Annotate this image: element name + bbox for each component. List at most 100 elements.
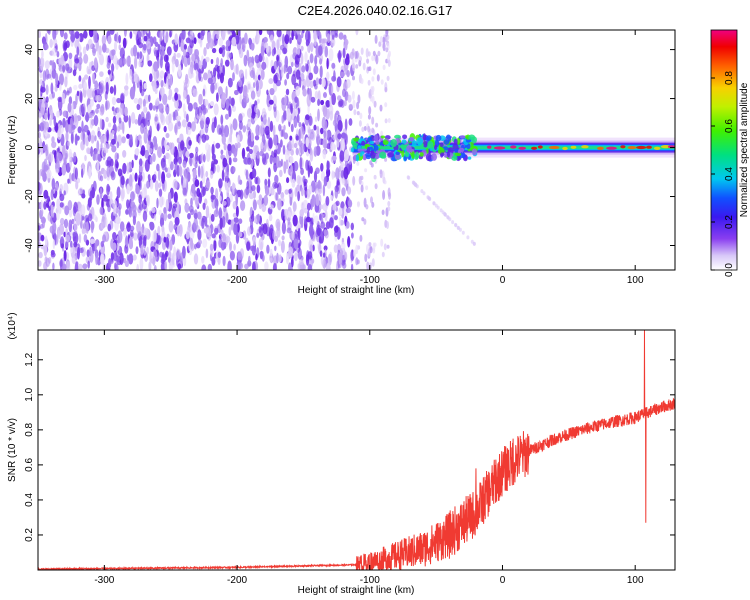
spectrogram-signal-blob bbox=[366, 146, 371, 155]
spectrogram-noise-blob bbox=[239, 93, 242, 104]
spectrogram-noise-blob bbox=[38, 56, 41, 67]
spectrogram-noise-blob bbox=[116, 125, 121, 132]
spectrogram-noise-blob bbox=[293, 161, 299, 172]
spectrogram-noise-blob bbox=[319, 65, 323, 79]
spectrogram-noise-blob bbox=[142, 106, 147, 114]
spectrogram-noise-blob bbox=[51, 47, 57, 57]
spectrogram-noise-blob bbox=[338, 252, 343, 265]
spectrogram-noise-blob bbox=[143, 234, 147, 242]
spectrogram-noise-blob bbox=[310, 42, 314, 53]
colorbar: 0.0 0.2 0.4 0.6 0.8 Normalized spectral ampl… bbox=[710, 29, 750, 277]
spectrogram-noise-blob bbox=[323, 120, 328, 130]
spectrogram-noise-blob bbox=[227, 260, 232, 270]
spectrogram-noise-blob bbox=[174, 216, 180, 226]
spectrogram-y-tick-label: 40 bbox=[24, 44, 35, 56]
spectrogram-noise-blob bbox=[221, 133, 226, 145]
spectrogram-noise-blob bbox=[161, 225, 165, 233]
spectrogram-noise-blob bbox=[146, 246, 149, 255]
spectrogram-noise-blob bbox=[215, 205, 219, 215]
spectrogram-noise-blob bbox=[201, 217, 205, 230]
spectrogram-noise-blob bbox=[50, 216, 54, 225]
snr-y-tick-label: 0.2 bbox=[24, 528, 35, 542]
spectrogram-noise-blob bbox=[275, 155, 280, 169]
spectrogram-noise-blob bbox=[84, 74, 89, 80]
spectrogram-y-tick-label: 20 bbox=[24, 93, 35, 105]
spectrogram-noise-blob bbox=[221, 169, 225, 182]
spectrogram-noise-blob bbox=[294, 96, 298, 103]
spectrogram-noise-blob bbox=[382, 36, 386, 44]
spectrogram-noise-blob bbox=[194, 162, 198, 169]
spectrogram-noise-blob bbox=[254, 54, 260, 64]
spectrogram-noise-blob bbox=[73, 84, 78, 91]
spectrogram-noise-blob bbox=[283, 110, 287, 120]
spectrogram-noise-blob bbox=[267, 178, 271, 188]
spectrogram-noise-blob bbox=[143, 35, 148, 42]
spectrogram-noise-blob bbox=[336, 178, 340, 186]
spectrogram-noise-blob bbox=[38, 181, 41, 192]
spectrogram-noise-blob bbox=[342, 47, 346, 59]
spectrogram-noise-blob bbox=[371, 201, 375, 208]
spectrogram-noise-blob bbox=[86, 87, 92, 99]
spectrogram-noise-blob bbox=[238, 69, 244, 79]
spectrogram-noise-blob bbox=[68, 219, 73, 233]
spectrogram-noise-blob bbox=[306, 189, 311, 198]
spectrogram-noise-blob bbox=[251, 244, 257, 256]
spectrogram-noise-blob bbox=[315, 193, 320, 207]
spectrogram-noise-blob bbox=[378, 41, 382, 47]
spectrogram-noise-blob bbox=[299, 142, 305, 155]
spectrogram-noise-blob bbox=[76, 63, 81, 69]
spectrogram-noise-blob bbox=[68, 96, 73, 105]
spectrogram-noise-blob bbox=[193, 37, 197, 45]
spectrogram-noise-blob bbox=[222, 255, 226, 267]
spectrogram-noise-blob bbox=[113, 84, 117, 96]
spectrogram-noise-blob bbox=[81, 168, 84, 178]
spectrogram-noise-blob bbox=[56, 51, 60, 58]
spectrogram-noise-blob bbox=[203, 72, 208, 81]
spectrogram-noise-blob bbox=[93, 57, 98, 69]
spectrogram-noise-blob bbox=[269, 204, 274, 210]
spectrogram-noise-blob bbox=[247, 226, 252, 236]
spectrogram-noise-blob bbox=[322, 149, 327, 160]
spectrogram-noise-blob bbox=[194, 243, 197, 250]
spectrogram-noise-blob bbox=[111, 138, 116, 145]
spectrogram-peak-blob bbox=[620, 145, 626, 149]
spectrogram-noise-blob bbox=[281, 235, 285, 241]
spectrogram-noise-blob bbox=[227, 30, 230, 35]
spectrogram-noise-blob bbox=[220, 58, 223, 67]
spectrogram-noise-blob bbox=[51, 141, 57, 149]
spectrogram-noise-blob bbox=[181, 55, 184, 65]
spectrogram-noise-blob bbox=[140, 226, 144, 235]
spectrogram-noise-blob bbox=[75, 261, 79, 267]
spectrogram-noise-blob bbox=[197, 165, 201, 178]
spectrogram-noise-blob bbox=[166, 46, 172, 56]
spectrogram-noise-blob bbox=[132, 44, 138, 57]
spectrogram-noise-blob bbox=[291, 73, 297, 86]
spectrogram-noise-blob bbox=[45, 84, 49, 95]
spectrogram-x-tick-label: 0 bbox=[500, 275, 506, 286]
spectrogram-noise-blob bbox=[67, 178, 70, 184]
spectrogram-y-tick-label: -20 bbox=[24, 189, 35, 204]
spectrogram-noise-blob bbox=[160, 50, 166, 57]
spectrogram-noise-blob bbox=[57, 230, 62, 240]
spectrogram-noise-blob bbox=[180, 38, 185, 52]
spectrogram-noise-blob bbox=[318, 188, 322, 194]
spectrogram-noise-blob bbox=[76, 90, 80, 97]
spectrogram-noise-blob bbox=[156, 123, 160, 132]
spectrogram-noise-blob bbox=[112, 232, 117, 240]
spectrogram-noise-blob bbox=[135, 184, 141, 195]
spectrogram-noise-blob bbox=[379, 36, 383, 44]
spectrogram-noise-blob bbox=[120, 175, 125, 186]
spectrogram-noise-blob bbox=[123, 30, 127, 37]
spectrogram-tail-blob bbox=[457, 226, 460, 230]
spectrogram-noise-blob bbox=[205, 248, 209, 259]
spectrogram-noise-blob bbox=[190, 197, 193, 207]
spectrogram-signal-blob bbox=[382, 140, 389, 145]
spectrogram-noise-blob bbox=[268, 137, 273, 149]
spectrogram-noise-blob bbox=[45, 96, 49, 103]
spectrogram-noise-blob bbox=[278, 124, 282, 132]
spectrogram-noise-blob bbox=[193, 253, 199, 265]
spectrogram-noise-blob bbox=[246, 241, 251, 252]
spectrogram-noise-blob bbox=[298, 259, 304, 266]
spectrogram-noise-blob bbox=[363, 197, 367, 208]
spectrogram-noise-blob bbox=[73, 201, 78, 214]
